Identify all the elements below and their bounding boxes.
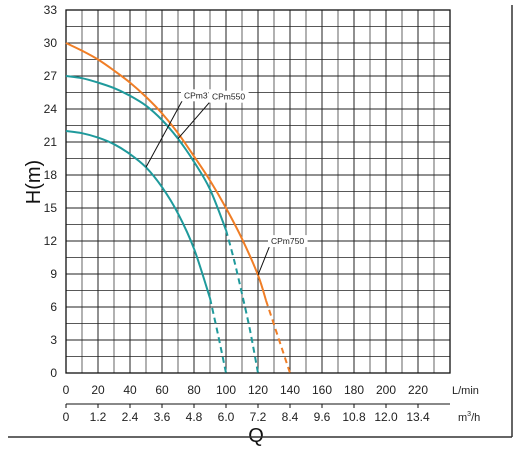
- plot-area-border: [65, 9, 451, 374]
- curve-label-cpm550: CPm550: [212, 92, 245, 102]
- y-tick-label: 3: [50, 333, 57, 347]
- leader-line-cpm550: [177, 100, 212, 140]
- x-tick-label: 160: [312, 383, 332, 397]
- x-tick-label: 100: [216, 383, 236, 397]
- x2-axis-unit: m3/h: [458, 411, 480, 424]
- x-tick-label: 40: [123, 383, 137, 397]
- y-tick-labels: 0 3 6 9 12 15 18 21 24 27 30 33: [44, 3, 58, 380]
- x2-tick-label: 1.2: [90, 410, 107, 424]
- leader-line-cpm750: [257, 244, 271, 276]
- x2-tick-label: 6.0: [218, 410, 235, 424]
- y-tick-label: 33: [44, 3, 58, 17]
- x2-tick-label: 10.8: [342, 410, 366, 424]
- y-tick-label: 15: [44, 201, 58, 215]
- x-tick-label: 0: [63, 383, 70, 397]
- x-tick-label: 200: [376, 383, 396, 397]
- y-tick-label: 12: [44, 234, 58, 248]
- y-tick-label: 6: [50, 300, 57, 314]
- x-tick-label: 60: [155, 383, 169, 397]
- x-tick-label: 220: [408, 383, 428, 397]
- x2-tick-label: 7.2: [250, 410, 267, 424]
- x-tick-label: 80: [187, 383, 201, 397]
- x2-tick-label: 3.6: [154, 410, 171, 424]
- curve-cpm370-solid: [65, 130, 211, 299]
- x2-tick-label: 2.4: [122, 410, 139, 424]
- y-tick-label: 24: [44, 102, 58, 116]
- label-bg-cpm550: [209, 90, 249, 103]
- x-tick-label: 120: [248, 383, 268, 397]
- x-tick-label: 140: [280, 383, 300, 397]
- curve-cpm370-dashed: [209, 297, 227, 374]
- curve-cpm550-dashed: [225, 229, 259, 374]
- curve-cpm750-dashed: [265, 300, 291, 374]
- x-tick-labels: 0 20 40 60 80 100 120 140 160 180 200 220: [63, 383, 429, 397]
- y-tick-label: 30: [44, 36, 58, 50]
- x2-axis-unit-tail: /h: [471, 412, 480, 424]
- x2-tick-label: 4.8: [186, 410, 203, 424]
- y-tick-label: 0: [50, 366, 57, 380]
- curve-label-cpm750: CPm750: [271, 236, 304, 246]
- curve-label-cpm370: CPm370: [184, 90, 217, 100]
- x2-axis-unit-base: m: [458, 412, 467, 424]
- x2-tick-label: 12.0: [374, 410, 398, 424]
- leader-line-cpm370: [145, 99, 184, 168]
- x-axis-title: Q: [248, 425, 264, 447]
- x2-tick-label: 8.4: [282, 410, 299, 424]
- y-tick-label: 27: [44, 69, 58, 83]
- y-tick-label: 21: [44, 135, 58, 149]
- x-tick-label: 180: [344, 383, 364, 397]
- grid: [65, 9, 451, 374]
- curve-cpm550-solid: [65, 75, 227, 231]
- label-bg-cpm750: [268, 235, 308, 248]
- x-tick-label: 20: [91, 383, 105, 397]
- x2-tick-label: 13.4: [406, 410, 430, 424]
- x2-tick-label: 0: [63, 410, 70, 424]
- x2-axis-unit-sup: 3: [467, 411, 471, 418]
- y-tick-label: 18: [44, 168, 58, 182]
- y-axis-title: H(m): [23, 160, 45, 204]
- y-tick-label: 9: [50, 267, 57, 281]
- x-axis-unit: L/min: [452, 385, 479, 397]
- x2-tick-label: 9.6: [314, 410, 331, 424]
- x2-tick-labels: 0 1.2 2.4 3.6 4.8 6.0 7.2 8.4 9.6 10.8 12.0 13.4: [63, 403, 450, 424]
